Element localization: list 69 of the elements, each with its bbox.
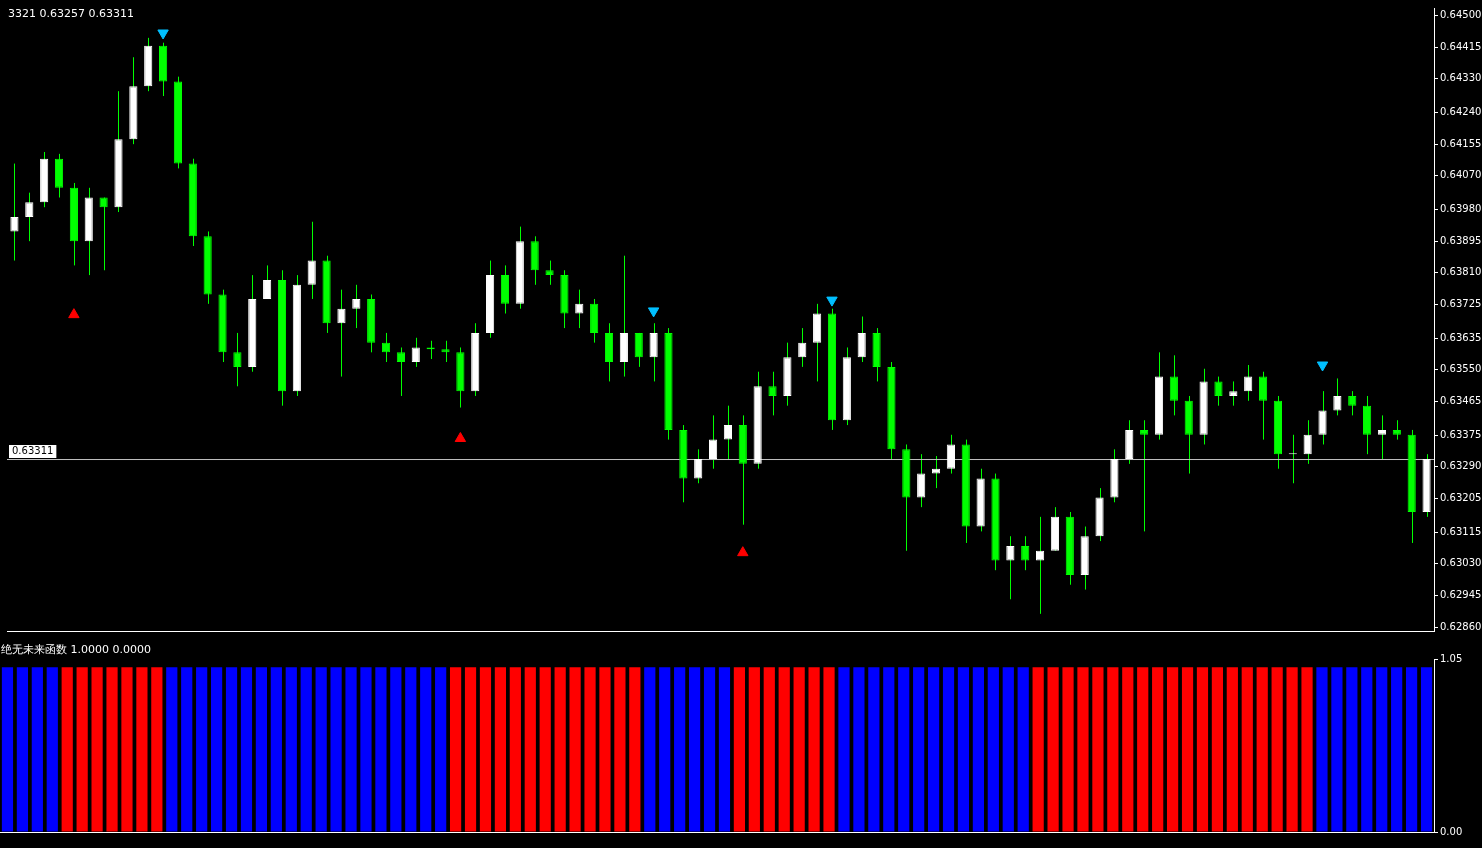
candlestick [1348,390,1357,416]
candlestick [1169,354,1178,416]
y-tick-label: 0.63290 [1440,460,1482,472]
y-tick-label: 0.62860 [1440,620,1482,632]
candlestick [411,337,420,368]
candlestick [931,455,941,489]
candlestick [1214,376,1223,407]
y-tick-label: 0.63115 [1440,525,1482,537]
ref-line-label: 0.63311 [12,445,54,457]
candlestick [723,405,733,460]
chart-title: 绝无未来函数 1.0000 0.0000 [1,643,151,657]
candlestick [307,221,316,300]
point [1316,361,1329,372]
y-tick-label: 0.64330 [1440,72,1482,84]
y-tick-label: 0.63635 [1440,331,1482,343]
candlestick [694,448,703,484]
y-tick-label: 0.64155 [1440,137,1482,149]
y-tick-label: 0.63205 [1440,492,1482,504]
y-tick-label: 0.64240 [1440,106,1482,118]
y-tick-label: 0.63895 [1440,234,1482,246]
candlestick [337,289,346,378]
candlestick [396,346,405,397]
candlestick [1258,371,1268,441]
candlestick [1244,364,1253,402]
y-tick-label: 0.00 [1440,825,1463,837]
y-tick-label: 0.64415 [1440,40,1482,52]
candlestick [1229,380,1238,407]
point [454,432,467,442]
candlestick [1303,419,1312,465]
candlestick [634,332,643,368]
candlestick [1318,390,1327,445]
candlestick [545,260,554,286]
y-tick-label: 0.63375 [1440,428,1482,440]
y-tick-label: 0.63030 [1440,557,1482,569]
annotation: 3321 0.63257 0.63311 [8,7,134,21]
candlestick [1021,535,1030,571]
point [157,29,169,40]
point [826,296,838,307]
candlestick [1140,419,1149,532]
candlestick [233,332,242,387]
y-tick-label: 0.63550 [1440,363,1482,375]
candlestick [263,264,272,300]
candlestick [708,414,718,470]
candlestick [946,434,955,475]
y-tick-label: 1.05 [1440,652,1463,664]
candlestick [25,192,34,242]
point [68,308,80,319]
y-tick-label: 0.63465 [1440,395,1482,407]
candlestick [917,453,926,508]
candlestick [1377,414,1387,460]
y-tick-label: 0.63725 [1440,298,1482,310]
candlestick [10,163,19,262]
candlestick [1392,419,1401,441]
y-tick-label: 0.63810 [1440,266,1482,278]
candlestick [649,322,658,382]
candlestick [575,289,584,329]
candlestick [441,340,450,363]
candlestick [1006,535,1015,600]
candlestick [352,284,361,329]
candlestick [1333,377,1342,416]
y-tick-label: 0.63980 [1440,203,1482,215]
candlestick [857,316,866,363]
y-tick-label: 0.64500 [1440,9,1482,21]
point [737,546,749,557]
candlestick [768,371,777,416]
candlestick [798,327,807,368]
y-tick-label: 0.62945 [1440,589,1482,601]
y-tick-label: 0.64070 [1440,169,1482,181]
point [647,307,660,318]
